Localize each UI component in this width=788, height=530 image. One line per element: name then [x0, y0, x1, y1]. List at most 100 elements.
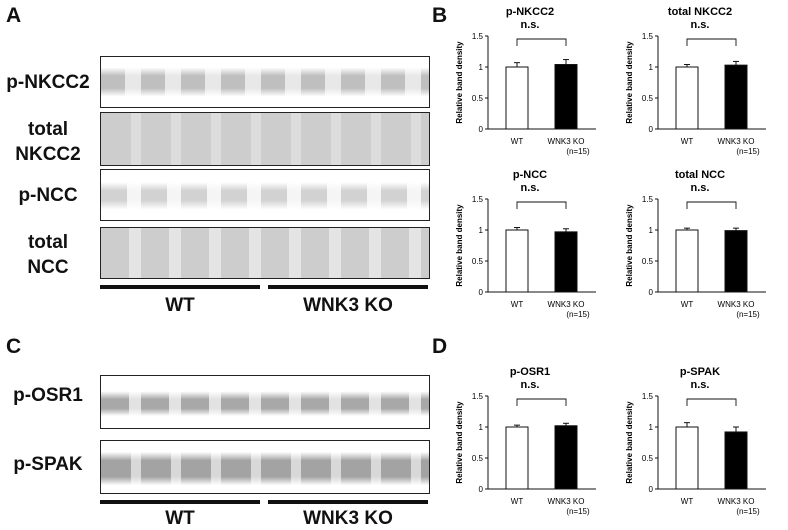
y-tick-label: 1	[479, 63, 484, 72]
y-tick-label: 0.5	[472, 257, 484, 266]
panel-label-d: D	[432, 335, 448, 358]
blot-label-p-osr1: p-OSR1	[13, 385, 83, 406]
y-axis-label: Relative band density	[625, 204, 634, 287]
bar-ko	[724, 64, 748, 130]
x-tick-label: WT	[681, 137, 694, 146]
group-underline-ko-bottom	[268, 500, 428, 504]
panel-label-c: C	[6, 335, 22, 358]
blot-strip-total-ncc-frame	[100, 227, 430, 279]
significance-bracket	[516, 201, 567, 209]
y-tick-label: 0	[479, 125, 484, 134]
x-tick-label: WT	[681, 300, 694, 309]
chart-title: total NKCC2	[668, 6, 732, 18]
x-tick-label: WT	[681, 497, 694, 506]
y-tick-label: 0.5	[642, 257, 654, 266]
y-tick-label: 0	[649, 125, 654, 134]
y-tick-label: 1	[479, 226, 484, 235]
bar-wt	[505, 426, 529, 490]
y-tick-label: 1.5	[642, 195, 654, 204]
y-tick-label: 0	[649, 485, 654, 494]
group-label-ko-top: WNK3 KO	[303, 295, 393, 316]
blot-label-p-ncc: p-NCC	[18, 185, 78, 206]
y-tick-label: 1.5	[472, 195, 484, 204]
y-tick-label: 1.5	[642, 32, 654, 41]
y-tick-label: 1	[649, 226, 654, 235]
group-underline-ko-top	[268, 285, 428, 289]
blot-label-p-nkcc2: p-NKCC2	[6, 72, 90, 93]
chart-title: total NCC	[675, 169, 725, 181]
group-underline-wt-bottom	[100, 500, 260, 504]
significance-label: n.s.	[521, 379, 540, 391]
blot-strip-p-ncc-frame	[100, 169, 430, 221]
significance-bracket	[686, 201, 737, 209]
blot-strip-total-nkcc2-frame	[100, 112, 430, 166]
y-tick-label: 1.5	[472, 32, 484, 41]
blot-label-total-nkcc2-line2: NKCC2	[15, 144, 81, 165]
blot-label-total-ncc-line1: total	[27, 232, 69, 253]
bar-ko	[724, 230, 748, 293]
significance-label: n.s.	[521, 182, 540, 194]
n-label: (n=15)	[736, 310, 760, 319]
significance-label: n.s.	[691, 19, 710, 31]
x-tick-label: WNK3 KO	[548, 137, 585, 146]
x-tick-label: WNK3 KO	[718, 497, 755, 506]
x-tick-label: WT	[511, 497, 524, 506]
x-tick-label: WNK3 KO	[548, 300, 585, 309]
chart-title: p-NKCC2	[506, 6, 554, 18]
panel-label-a: A	[6, 4, 22, 27]
blot-strip-total-ncc	[100, 227, 430, 279]
y-axis-label: Relative band density	[455, 204, 464, 287]
x-tick-label: WT	[511, 300, 524, 309]
y-axis-label: Relative band density	[625, 401, 634, 484]
blot-strip-p-spak	[100, 440, 430, 494]
blot-strip-p-osr1-frame	[100, 375, 430, 429]
y-tick-label: 0	[479, 288, 484, 297]
y-tick-label: 0.5	[642, 94, 654, 103]
n-label: (n=15)	[566, 310, 590, 319]
bar-ko	[554, 231, 578, 293]
n-label: (n=15)	[736, 507, 760, 516]
significance-bracket	[516, 38, 567, 46]
significance-bracket	[686, 398, 737, 406]
y-tick-label: 0	[649, 288, 654, 297]
significance-bracket	[516, 398, 567, 406]
panel-label-b: B	[432, 4, 448, 27]
bar-ko	[554, 64, 578, 130]
y-tick-label: 0.5	[472, 94, 484, 103]
group-label-ko-bottom: WNK3 KO	[303, 508, 393, 529]
y-axis-label: Relative band density	[455, 41, 464, 124]
bar-ko	[554, 425, 578, 490]
bar-ko	[724, 431, 748, 490]
y-tick-label: 1.5	[642, 392, 654, 401]
y-tick-label: 0.5	[472, 454, 484, 463]
n-label: (n=15)	[566, 507, 590, 516]
blot-label-p-spak: p-SPAK	[13, 454, 83, 475]
n-label: (n=15)	[736, 147, 760, 156]
blot-strip-p-nkcc2-frame	[100, 56, 430, 108]
group-underline-wt-top	[100, 285, 260, 289]
x-tick-label: WNK3 KO	[718, 300, 755, 309]
blot-strip-p-spak-frame	[100, 440, 430, 494]
significance-bracket	[686, 38, 737, 46]
blot-strip-p-ncc	[100, 169, 430, 221]
blot-label-total-nkcc2-line1: total	[27, 119, 69, 140]
y-tick-label: 1	[649, 423, 654, 432]
bar-wt	[505, 66, 529, 130]
significance-label: n.s.	[521, 19, 540, 31]
chart-title: p-SPAK	[680, 366, 720, 378]
y-tick-label: 1	[479, 423, 484, 432]
y-tick-label: 0.5	[642, 454, 654, 463]
n-label: (n=15)	[566, 147, 590, 156]
bar-wt	[675, 426, 699, 490]
bar-wt	[675, 229, 699, 293]
y-tick-label: 1.5	[472, 392, 484, 401]
blot-label-total-ncc-line2: NCC	[27, 257, 69, 278]
x-tick-label: WNK3 KO	[718, 137, 755, 146]
blot-strip-p-nkcc2	[100, 56, 430, 108]
x-tick-label: WNK3 KO	[548, 497, 585, 506]
